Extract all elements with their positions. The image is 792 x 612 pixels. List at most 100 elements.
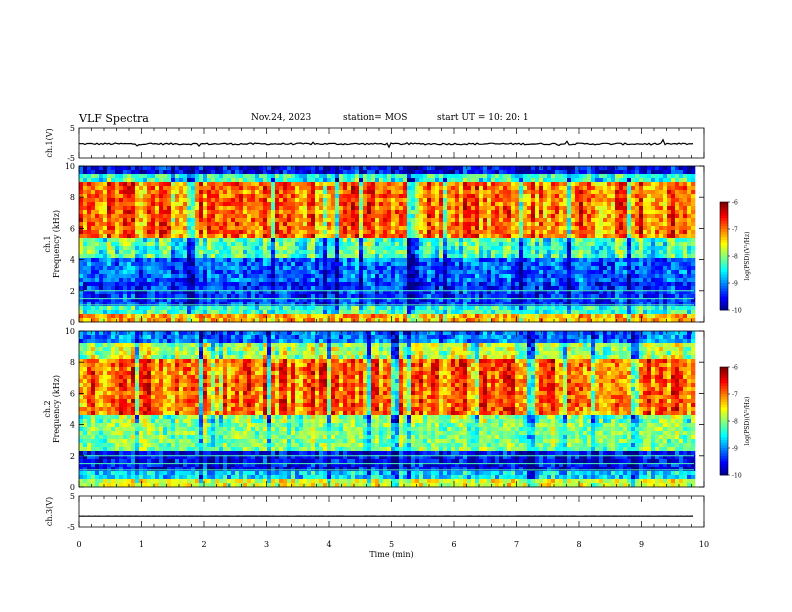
spectrogram-cell	[327, 290, 332, 295]
spectrogram-cell	[219, 190, 224, 195]
spectrogram-cell	[107, 266, 112, 271]
spectrogram-cell	[299, 250, 304, 255]
spectrogram-cell	[359, 234, 364, 239]
spectrogram-cell	[167, 170, 172, 175]
spectrogram-cell	[111, 214, 116, 219]
spectrogram-cell	[223, 274, 228, 279]
spectrogram-cell	[191, 234, 196, 239]
spectrogram-cell	[239, 294, 244, 299]
spectrogram-cell	[519, 314, 524, 319]
spectrogram-cell	[343, 274, 348, 279]
spectrogram-cell	[495, 178, 500, 183]
spectrogram-cell	[483, 254, 488, 259]
spectrogram-cell	[431, 290, 436, 295]
spectrogram-cell	[275, 282, 280, 287]
spectrogram-cell	[131, 242, 136, 247]
spectrogram-cell	[491, 246, 496, 251]
spectrogram-cell	[455, 274, 460, 279]
spectrogram-cell	[339, 210, 344, 215]
spectrogram-cell	[271, 198, 276, 203]
spectrogram-cell	[279, 246, 284, 251]
spectrogram-cell	[251, 270, 256, 275]
spectrogram-cell	[123, 258, 128, 263]
spectrogram-cell	[587, 250, 592, 255]
spectrogram-cell	[143, 282, 148, 287]
spectrogram-cell	[323, 202, 328, 207]
spectrogram-cell	[211, 246, 216, 251]
spectrogram-cell	[259, 302, 264, 307]
spectrogram-cell	[559, 186, 564, 191]
spectrogram-cell	[355, 294, 360, 299]
spectrogram-cell	[479, 250, 484, 255]
spectrogram-cell	[311, 218, 316, 223]
spectrogram-cell	[395, 306, 400, 311]
spectrogram-cell	[539, 294, 544, 299]
spectrogram-cell	[291, 166, 296, 171]
spectrogram-cell	[215, 286, 220, 291]
spectrogram-cell	[167, 274, 172, 279]
spectrogram-cell	[195, 314, 200, 319]
spectrogram-cell	[435, 234, 440, 239]
spectrogram-cell	[383, 190, 388, 195]
spectrogram-cell	[227, 274, 232, 279]
spectrogram-cell	[175, 186, 180, 191]
spectrogram-cell	[111, 270, 116, 275]
spectrogram-cell	[463, 274, 468, 279]
spectrogram-cell	[419, 166, 424, 171]
spectrogram-cell	[535, 230, 540, 235]
spectrogram-cell	[387, 262, 392, 267]
spectrogram-cell	[563, 166, 568, 171]
spectrogram-cell	[247, 318, 252, 323]
spectrogram-cell	[395, 318, 400, 323]
spectrogram-cell	[579, 238, 584, 243]
spectrogram-cell	[195, 274, 200, 279]
spectrogram-cell	[231, 286, 236, 291]
spectrogram-cell	[435, 218, 440, 223]
spectrogram-cell	[519, 282, 524, 287]
spectrogram-cell	[531, 178, 536, 183]
spectrogram-cell	[275, 306, 280, 311]
spectrogram-cell	[231, 306, 236, 311]
spectrogram-cell	[215, 178, 220, 183]
spectrogram-cell	[331, 266, 336, 271]
spectrogram-cell	[499, 206, 504, 211]
spectrogram-cell	[175, 238, 180, 243]
spectrogram-cell	[455, 194, 460, 199]
spectrogram-cell	[319, 258, 324, 263]
spectrogram-cell	[123, 290, 128, 295]
spectrogram-cell	[547, 314, 552, 319]
spectrogram-cell	[475, 314, 480, 319]
spectrogram-cell	[199, 278, 204, 283]
spectrogram-cell	[247, 222, 252, 227]
spectrogram-cell	[559, 194, 564, 199]
spectrogram-cell	[347, 210, 352, 215]
spectrogram-cell	[431, 270, 436, 275]
spectrogram-cell	[343, 174, 348, 179]
spectrogram-cell	[335, 246, 340, 251]
spectrogram-cell	[243, 262, 248, 267]
spectrogram-cell	[515, 230, 520, 235]
spectrogram-cell	[567, 254, 572, 259]
spectrogram-cell	[79, 282, 84, 287]
spectrogram-cell	[291, 270, 296, 275]
spectrogram-cell	[387, 270, 392, 275]
spectrogram-cell	[107, 230, 112, 235]
spectrogram-cell	[451, 266, 456, 271]
spectrogram-cell	[79, 250, 84, 255]
spectrogram-cell	[483, 278, 488, 283]
spectrogram-cell	[107, 258, 112, 263]
spectrogram-cell	[567, 246, 572, 251]
spectrogram-cell	[103, 290, 108, 295]
spectrogram-cell	[263, 186, 268, 191]
spectrogram-cell	[235, 290, 240, 295]
spectrogram-cell	[87, 302, 92, 307]
spectrogram-cell	[215, 254, 220, 259]
spectrogram-cell	[575, 266, 580, 271]
spectrogram-cell	[179, 170, 184, 175]
spectrogram-cell	[219, 178, 224, 183]
spectrogram-cell	[99, 302, 104, 307]
spectrogram-cell	[123, 194, 128, 199]
spectrogram-cell	[267, 250, 272, 255]
spectrogram-cell	[531, 198, 536, 203]
spectrogram-cell	[267, 198, 272, 203]
